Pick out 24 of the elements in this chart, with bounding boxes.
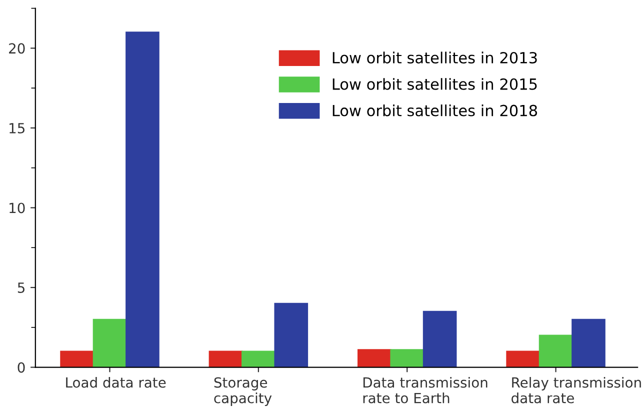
bar (572, 318, 606, 368)
bar (506, 350, 540, 368)
bar (274, 302, 308, 368)
bar (92, 318, 127, 368)
x-tick-label: Data transmission rate to Earth (363, 376, 488, 404)
legend-label: Low orbit satellites in 2018 (332, 104, 538, 116)
legend-label: Low orbit satellites in 2013 (332, 52, 537, 64)
x-tick-label: Load data rate (66, 376, 166, 388)
legend-label: Low orbit satellites in 2015 (332, 78, 537, 90)
bar (390, 349, 424, 368)
bar (126, 32, 160, 368)
y-tick-label: 5 (18, 282, 24, 293)
x-tick-label: Storage capacity (214, 377, 272, 406)
bar (538, 334, 573, 368)
x-tick-label: Relay transmission data rate (512, 376, 641, 404)
y-tick-label: 0 (18, 362, 25, 373)
bar (208, 350, 243, 368)
bar (60, 350, 94, 368)
bar (242, 350, 276, 368)
y-tick-label: 15 (10, 123, 24, 134)
y-tick-label: 20 (9, 43, 25, 54)
bar (357, 349, 392, 368)
bar (422, 310, 457, 368)
y-tick-label: 10 (10, 202, 25, 214)
